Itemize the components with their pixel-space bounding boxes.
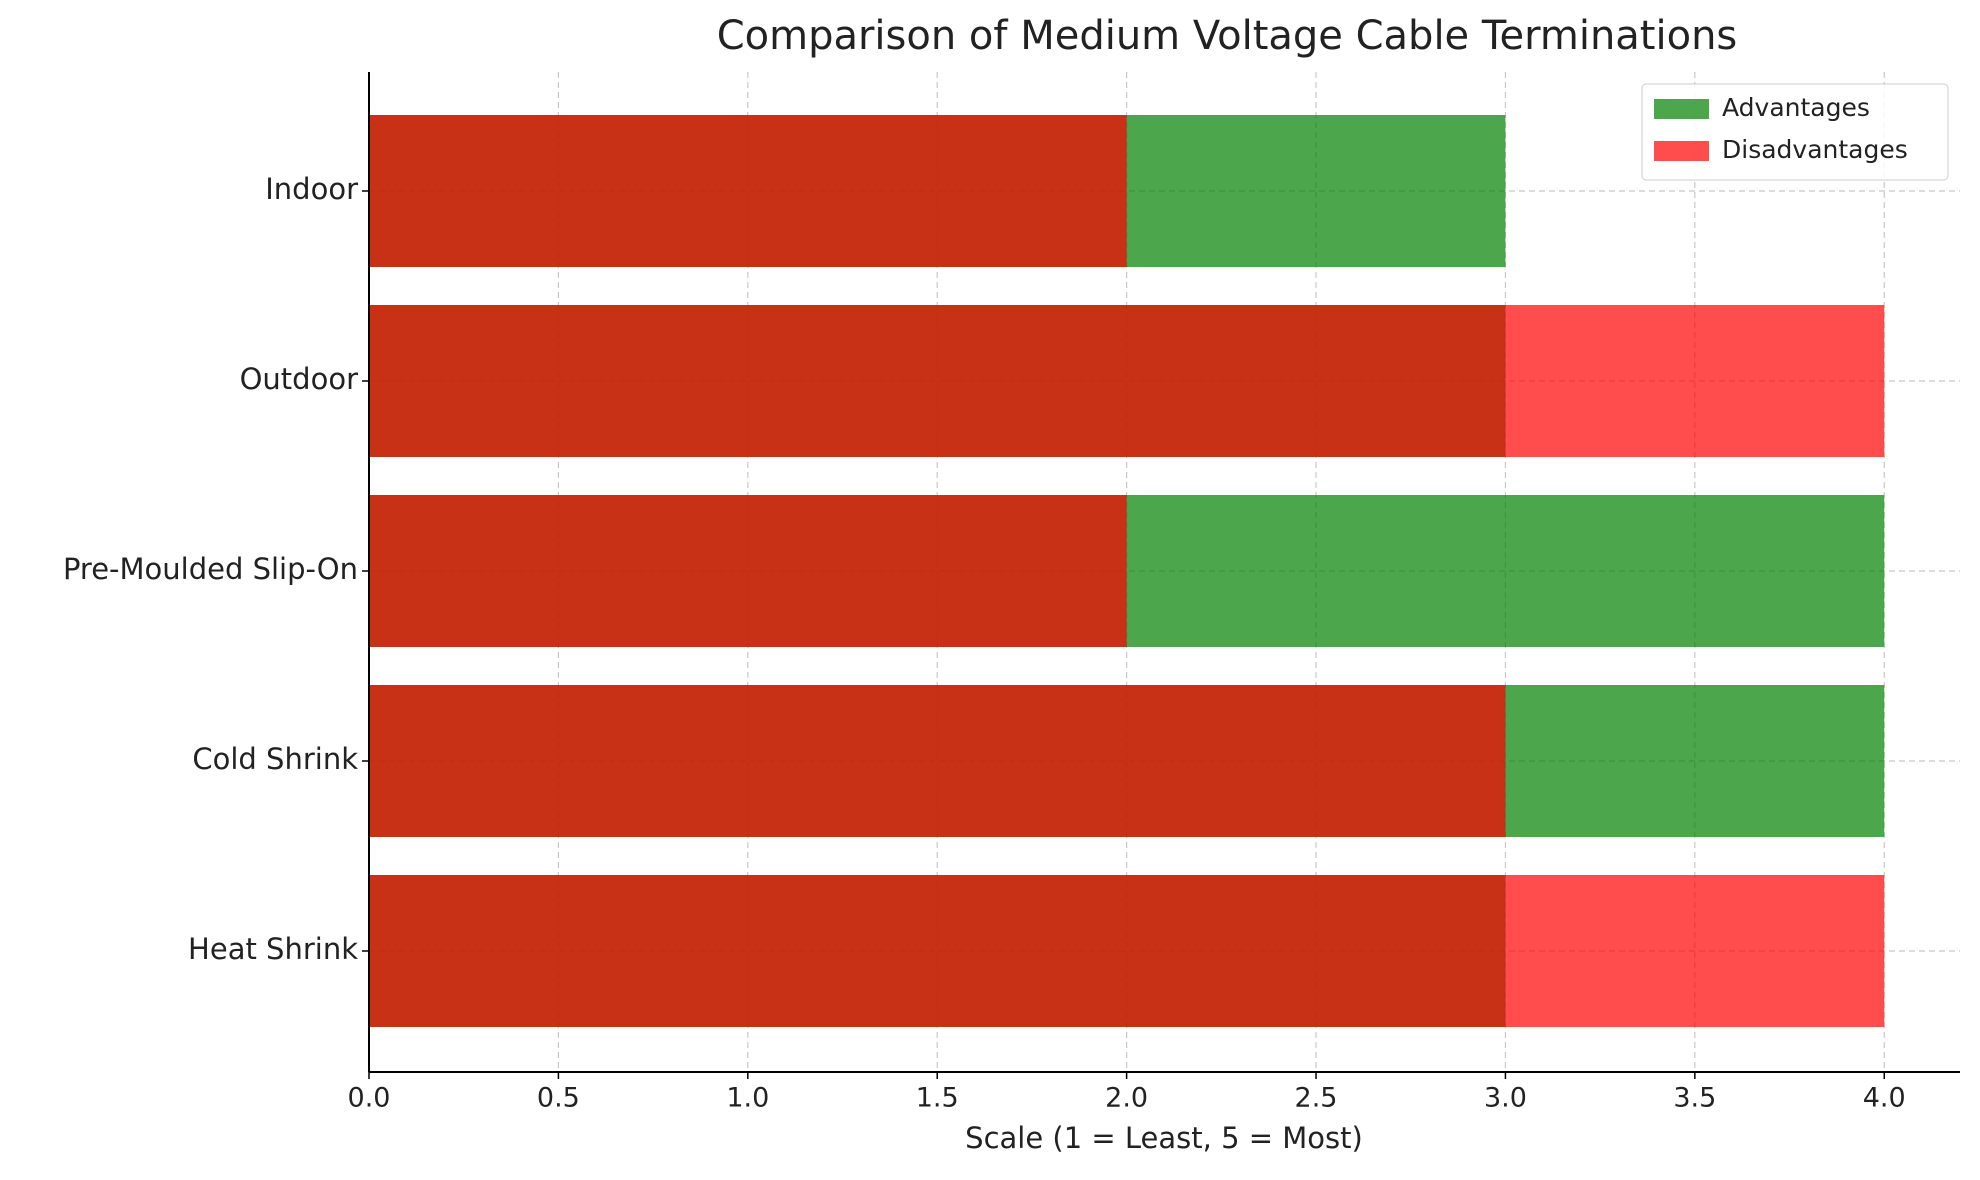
y-tick-label: Cold Shrink: [192, 742, 358, 776]
legend-label: Advantages: [1722, 93, 1870, 122]
legend: Advantages Disadvantages: [1641, 83, 1949, 181]
x-tick-label: 1.5: [916, 1083, 959, 1114]
bar: [369, 685, 1506, 837]
bar: [369, 305, 1885, 457]
x-axis-label: Scale (1 = Least, 5 = Most): [965, 1121, 1363, 1155]
legend-swatch: [1654, 99, 1709, 119]
x-tick-label: 0.5: [537, 1083, 580, 1114]
legend-swatch: [1654, 141, 1709, 161]
legend-label: Disadvantages: [1722, 135, 1908, 164]
bar: [369, 495, 1127, 647]
x-tick-label: 2.0: [1105, 1083, 1148, 1114]
x-tick-label: 3.0: [1484, 1083, 1527, 1114]
x-tick-label: 0.0: [348, 1083, 391, 1114]
x-tick-label: 1.0: [726, 1083, 769, 1114]
x-tick-label: 2.5: [1295, 1083, 1338, 1114]
chart-title: Comparison of Medium Voltage Cable Termi…: [717, 13, 1738, 59]
y-tick-label: Outdoor: [240, 362, 358, 396]
legend-frame: [1641, 83, 1949, 181]
y-tick-label: Pre-Moulded Slip-On: [63, 552, 358, 586]
y-tick-label: Heat Shrink: [188, 932, 358, 966]
y-tick-label: Indoor: [265, 172, 358, 206]
bar: [369, 875, 1885, 1027]
x-tick-label: 4.0: [1863, 1083, 1906, 1114]
x-tick-label: 3.5: [1673, 1083, 1716, 1114]
bar: [369, 115, 1127, 267]
